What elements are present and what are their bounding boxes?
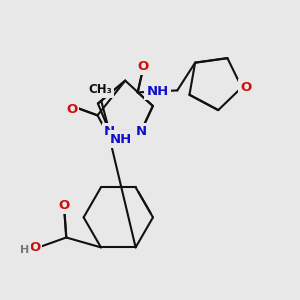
Text: NH: NH bbox=[146, 85, 169, 98]
Text: O: O bbox=[29, 241, 40, 254]
Text: O: O bbox=[59, 199, 70, 212]
Text: N: N bbox=[104, 124, 115, 138]
Text: NH: NH bbox=[110, 133, 132, 146]
Text: O: O bbox=[240, 81, 251, 94]
Text: O: O bbox=[137, 60, 148, 73]
Text: CH₃: CH₃ bbox=[88, 83, 112, 96]
Text: H: H bbox=[20, 245, 29, 255]
Text: N: N bbox=[136, 124, 147, 138]
Text: O: O bbox=[66, 103, 77, 116]
